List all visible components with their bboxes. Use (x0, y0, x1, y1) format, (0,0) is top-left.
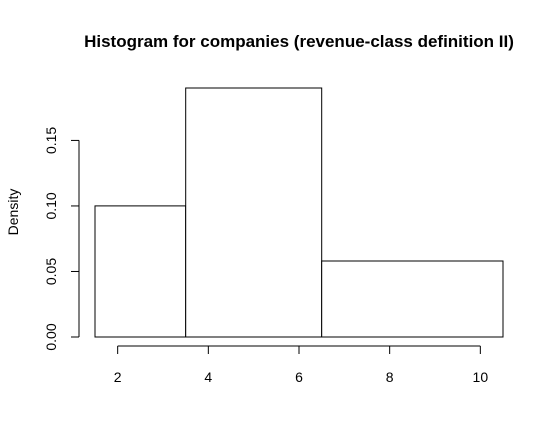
y-tick-label: 0.10 (43, 192, 59, 219)
chart-title: Histogram for companies (revenue-class d… (84, 32, 514, 51)
x-tick-label: 8 (386, 369, 394, 385)
x-tick-label: 10 (473, 369, 489, 385)
x-tick-label: 6 (295, 369, 303, 385)
histogram-bar-3 (321, 260, 504, 338)
x-tick-label: 4 (204, 369, 212, 385)
y-tick-label: 0.15 (43, 127, 59, 154)
x-axis: 2 4 6 8 10 (114, 345, 489, 385)
y-tick-label: 0.00 (43, 323, 59, 350)
y-axis: 0.00 0.05 0.10 0.15 (43, 127, 80, 351)
histogram-bar-1 (94, 205, 187, 338)
y-axis-label: Density (5, 189, 21, 236)
histogram-bar-2 (185, 87, 323, 338)
y-tick-label: 0.05 (43, 258, 59, 285)
x-tick-label: 2 (114, 369, 122, 385)
histogram-bars (94, 87, 504, 338)
